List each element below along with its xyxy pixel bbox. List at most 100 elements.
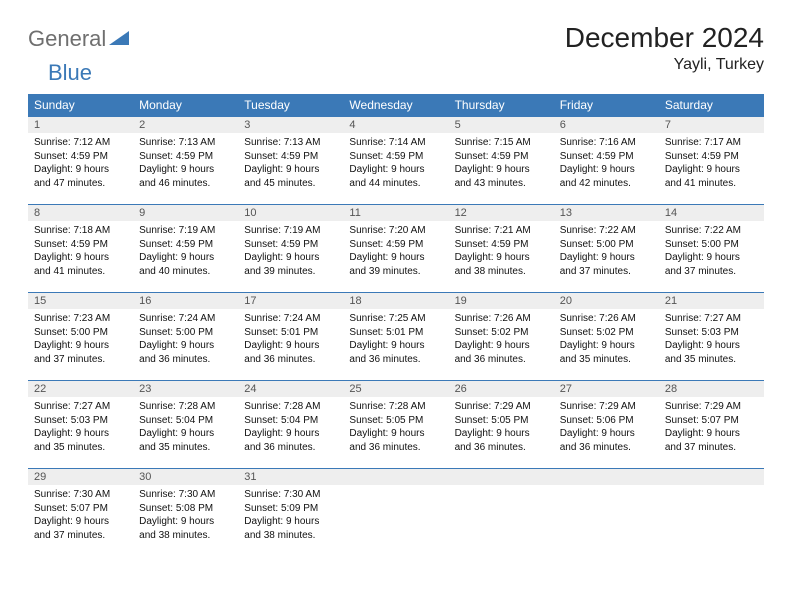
day-number	[554, 468, 659, 485]
sunset-text: Sunset: 5:05 PM	[349, 414, 442, 428]
day-number: 17	[238, 292, 343, 309]
logo-triangle-icon	[109, 29, 129, 50]
sunset-text: Sunset: 4:59 PM	[139, 150, 232, 164]
day-details: Sunrise: 7:14 AMSunset: 4:59 PMDaylight:…	[343, 133, 448, 194]
daylight-text: and 37 minutes.	[34, 529, 127, 543]
sunset-text: Sunset: 5:02 PM	[560, 326, 653, 340]
day-details	[343, 485, 448, 492]
sunrise-text: Sunrise: 7:21 AM	[455, 224, 548, 238]
daylight-text: Daylight: 9 hours	[560, 339, 653, 353]
day-number: 7	[659, 116, 764, 133]
daylight-text: Daylight: 9 hours	[665, 251, 758, 265]
sunset-text: Sunset: 4:59 PM	[455, 150, 548, 164]
calendar-day-cell: 11Sunrise: 7:20 AMSunset: 4:59 PMDayligh…	[343, 204, 448, 292]
calendar-day-cell	[449, 468, 554, 556]
day-details: Sunrise: 7:30 AMSunset: 5:07 PMDaylight:…	[28, 485, 133, 546]
daylight-text: Daylight: 9 hours	[560, 251, 653, 265]
sunset-text: Sunset: 4:59 PM	[349, 150, 442, 164]
day-number: 8	[28, 204, 133, 221]
sunset-text: Sunset: 5:00 PM	[665, 238, 758, 252]
day-number: 26	[449, 380, 554, 397]
calendar-day-cell: 24Sunrise: 7:28 AMSunset: 5:04 PMDayligh…	[238, 380, 343, 468]
day-details: Sunrise: 7:15 AMSunset: 4:59 PMDaylight:…	[449, 133, 554, 194]
day-number: 1	[28, 116, 133, 133]
day-details: Sunrise: 7:20 AMSunset: 4:59 PMDaylight:…	[343, 221, 448, 282]
daylight-text: Daylight: 9 hours	[244, 427, 337, 441]
sunrise-text: Sunrise: 7:30 AM	[244, 488, 337, 502]
day-number: 21	[659, 292, 764, 309]
daylight-text: Daylight: 9 hours	[455, 251, 548, 265]
daylight-text: and 45 minutes.	[244, 177, 337, 191]
daylight-text: Daylight: 9 hours	[665, 339, 758, 353]
day-number	[449, 468, 554, 485]
day-number: 4	[343, 116, 448, 133]
day-details: Sunrise: 7:16 AMSunset: 4:59 PMDaylight:…	[554, 133, 659, 194]
sunrise-text: Sunrise: 7:29 AM	[455, 400, 548, 414]
calendar-table: Sunday Monday Tuesday Wednesday Thursday…	[28, 94, 764, 556]
sunrise-text: Sunrise: 7:25 AM	[349, 312, 442, 326]
sunrise-text: Sunrise: 7:13 AM	[139, 136, 232, 150]
day-number: 24	[238, 380, 343, 397]
calendar-day-cell: 3Sunrise: 7:13 AMSunset: 4:59 PMDaylight…	[238, 116, 343, 204]
daylight-text: and 37 minutes.	[665, 265, 758, 279]
calendar-day-cell: 6Sunrise: 7:16 AMSunset: 4:59 PMDaylight…	[554, 116, 659, 204]
day-number: 30	[133, 468, 238, 485]
daylight-text: and 37 minutes.	[560, 265, 653, 279]
daylight-text: and 39 minutes.	[349, 265, 442, 279]
daylight-text: and 46 minutes.	[139, 177, 232, 191]
sunrise-text: Sunrise: 7:24 AM	[139, 312, 232, 326]
daylight-text: and 36 minutes.	[244, 441, 337, 455]
sunrise-text: Sunrise: 7:29 AM	[560, 400, 653, 414]
sunset-text: Sunset: 5:00 PM	[560, 238, 653, 252]
sunrise-text: Sunrise: 7:29 AM	[665, 400, 758, 414]
day-number: 29	[28, 468, 133, 485]
sunset-text: Sunset: 5:07 PM	[665, 414, 758, 428]
daylight-text: and 44 minutes.	[349, 177, 442, 191]
day-details: Sunrise: 7:27 AMSunset: 5:03 PMDaylight:…	[28, 397, 133, 458]
sunrise-text: Sunrise: 7:19 AM	[244, 224, 337, 238]
calendar-day-cell: 4Sunrise: 7:14 AMSunset: 4:59 PMDaylight…	[343, 116, 448, 204]
day-details: Sunrise: 7:21 AMSunset: 4:59 PMDaylight:…	[449, 221, 554, 282]
daylight-text: and 36 minutes.	[244, 353, 337, 367]
day-details: Sunrise: 7:25 AMSunset: 5:01 PMDaylight:…	[343, 309, 448, 370]
daylight-text: Daylight: 9 hours	[244, 515, 337, 529]
sunrise-text: Sunrise: 7:13 AM	[244, 136, 337, 150]
daylight-text: Daylight: 9 hours	[34, 339, 127, 353]
sunrise-text: Sunrise: 7:24 AM	[244, 312, 337, 326]
sunset-text: Sunset: 4:59 PM	[34, 150, 127, 164]
daylight-text: Daylight: 9 hours	[455, 339, 548, 353]
calendar-day-cell: 21Sunrise: 7:27 AMSunset: 5:03 PMDayligh…	[659, 292, 764, 380]
day-number: 10	[238, 204, 343, 221]
day-number: 20	[554, 292, 659, 309]
day-details: Sunrise: 7:13 AMSunset: 4:59 PMDaylight:…	[238, 133, 343, 194]
daylight-text: and 41 minutes.	[34, 265, 127, 279]
sunrise-text: Sunrise: 7:14 AM	[349, 136, 442, 150]
sunrise-text: Sunrise: 7:28 AM	[349, 400, 442, 414]
sunset-text: Sunset: 4:59 PM	[665, 150, 758, 164]
day-details: Sunrise: 7:26 AMSunset: 5:02 PMDaylight:…	[554, 309, 659, 370]
day-details: Sunrise: 7:30 AMSunset: 5:08 PMDaylight:…	[133, 485, 238, 546]
logo-text-blue: Blue	[48, 60, 92, 85]
day-details: Sunrise: 7:24 AMSunset: 5:00 PMDaylight:…	[133, 309, 238, 370]
calendar-day-cell: 13Sunrise: 7:22 AMSunset: 5:00 PMDayligh…	[554, 204, 659, 292]
calendar-day-cell: 7Sunrise: 7:17 AMSunset: 4:59 PMDaylight…	[659, 116, 764, 204]
sunrise-text: Sunrise: 7:26 AM	[455, 312, 548, 326]
daylight-text: and 35 minutes.	[665, 353, 758, 367]
day-details: Sunrise: 7:28 AMSunset: 5:04 PMDaylight:…	[238, 397, 343, 458]
calendar-week-row: 8Sunrise: 7:18 AMSunset: 4:59 PMDaylight…	[28, 204, 764, 292]
calendar-day-cell: 30Sunrise: 7:30 AMSunset: 5:08 PMDayligh…	[133, 468, 238, 556]
daylight-text: and 43 minutes.	[455, 177, 548, 191]
daylight-text: Daylight: 9 hours	[244, 339, 337, 353]
day-details: Sunrise: 7:22 AMSunset: 5:00 PMDaylight:…	[554, 221, 659, 282]
daylight-text: Daylight: 9 hours	[349, 251, 442, 265]
daylight-text: Daylight: 9 hours	[665, 427, 758, 441]
calendar-day-cell: 17Sunrise: 7:24 AMSunset: 5:01 PMDayligh…	[238, 292, 343, 380]
day-number: 12	[449, 204, 554, 221]
daylight-text: Daylight: 9 hours	[349, 163, 442, 177]
sunset-text: Sunset: 4:59 PM	[34, 238, 127, 252]
day-number: 11	[343, 204, 448, 221]
sunrise-text: Sunrise: 7:16 AM	[560, 136, 653, 150]
calendar-day-cell: 31Sunrise: 7:30 AMSunset: 5:09 PMDayligh…	[238, 468, 343, 556]
daylight-text: Daylight: 9 hours	[139, 163, 232, 177]
sunrise-text: Sunrise: 7:22 AM	[560, 224, 653, 238]
